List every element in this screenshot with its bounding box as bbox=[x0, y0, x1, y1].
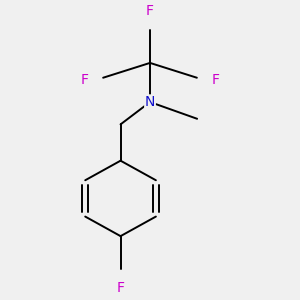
Text: F: F bbox=[146, 4, 154, 18]
Text: F: F bbox=[212, 73, 220, 87]
Text: F: F bbox=[80, 73, 88, 87]
Text: F: F bbox=[117, 281, 124, 296]
Text: N: N bbox=[145, 95, 155, 109]
